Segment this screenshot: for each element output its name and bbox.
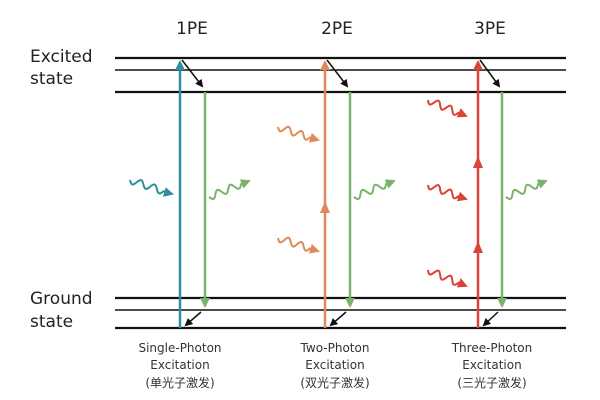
caption: Excitation xyxy=(305,358,364,372)
arrow xyxy=(326,59,349,88)
arrow xyxy=(329,311,347,327)
photon xyxy=(427,183,468,202)
caption: (三光子激发) xyxy=(457,375,526,390)
photon xyxy=(427,99,468,118)
photon xyxy=(505,179,548,201)
photon xyxy=(208,179,251,201)
caption: Excitation xyxy=(462,358,521,372)
caption: Single-Photon xyxy=(138,341,221,355)
arrow xyxy=(181,59,204,88)
caption: (单光子激发) xyxy=(145,375,214,390)
caption: (双光子激发) xyxy=(300,375,369,390)
column-label: 2PE xyxy=(321,19,353,39)
caption: Two-Photon xyxy=(300,341,370,355)
level-label: Excited xyxy=(30,47,93,67)
arrow-head xyxy=(473,156,483,168)
photon xyxy=(277,236,320,254)
caption: Excitation xyxy=(150,358,209,372)
level-label: state xyxy=(30,69,73,89)
level-label: Ground xyxy=(30,289,93,309)
arrow xyxy=(482,311,499,327)
photon xyxy=(427,269,468,288)
photon xyxy=(277,125,320,143)
photon xyxy=(129,178,174,197)
arrow-head xyxy=(320,201,330,213)
caption: Three-Photon xyxy=(451,341,533,355)
level-label: state xyxy=(30,312,73,332)
column-label: 1PE xyxy=(176,19,208,39)
arrow xyxy=(479,59,501,88)
arrow xyxy=(184,311,202,327)
arrow-head xyxy=(473,241,483,253)
column-label: 3PE xyxy=(474,19,506,39)
photon xyxy=(353,179,396,201)
